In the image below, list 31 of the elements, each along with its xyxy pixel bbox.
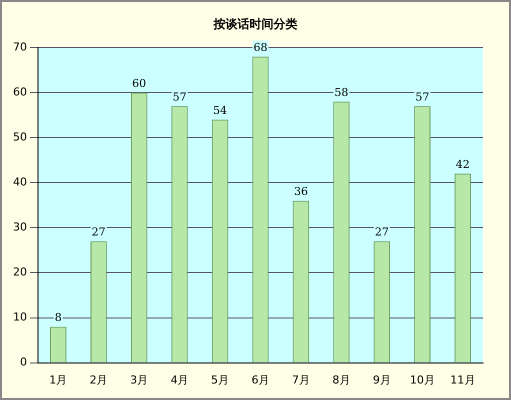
data-label: 54 xyxy=(213,104,228,118)
y-tick-label: 50 xyxy=(12,130,27,144)
data-label: 36 xyxy=(294,185,308,198)
x-tick-label: 3月 xyxy=(130,373,148,386)
data-label: 27 xyxy=(92,226,106,239)
y-tick-label: 10 xyxy=(12,310,27,324)
y-tick-label: 60 xyxy=(12,85,27,98)
y-tick-label: 20 xyxy=(12,266,27,279)
x-tick-label: 5月 xyxy=(211,373,230,386)
y-tick-label: 30 xyxy=(12,220,27,234)
x-tick-label: 10月 xyxy=(410,373,435,386)
data-label: 68 xyxy=(254,40,268,54)
data-label: 57 xyxy=(172,90,187,104)
x-tick-label: 11月 xyxy=(450,373,476,386)
x-tick-label: 2月 xyxy=(90,373,108,386)
x-tick-label: 9月 xyxy=(372,373,391,386)
x-tick-label: 6月 xyxy=(252,373,270,386)
x-tick-label: 8月 xyxy=(332,373,350,386)
data-label: 27 xyxy=(374,226,389,239)
data-label: 58 xyxy=(334,86,348,99)
y-tick-label: 70 xyxy=(12,40,27,54)
data-label: 60 xyxy=(132,76,146,90)
x-tick-label: 1月 xyxy=(49,373,68,386)
data-label: 8 xyxy=(54,311,62,324)
x-tick-label: 4月 xyxy=(170,373,189,386)
data-label: 57 xyxy=(415,90,430,104)
y-tick-label: 0 xyxy=(20,356,27,369)
x-tick-label: 7月 xyxy=(292,373,310,386)
chart-title: 按谈话时间分类 xyxy=(212,16,298,33)
data-label: 42 xyxy=(456,158,470,172)
y-tick-label: 40 xyxy=(12,176,27,189)
